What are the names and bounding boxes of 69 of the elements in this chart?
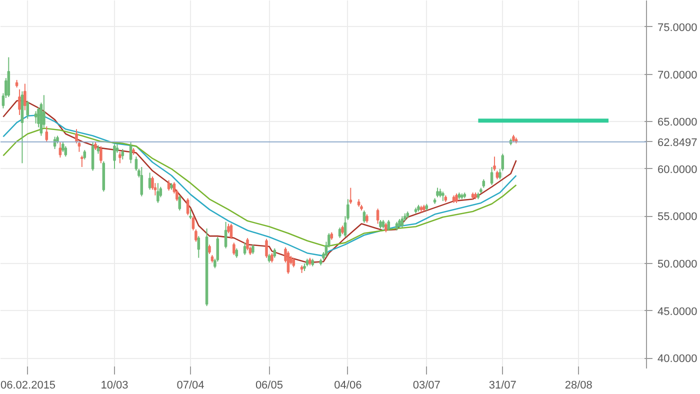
candlestick (197, 236, 200, 258)
candlestick (387, 219, 390, 231)
candlestick (186, 198, 190, 216)
x-tick-label: 06/05 (255, 380, 283, 392)
candlestick (113, 144, 116, 170)
candlestick (7, 56, 10, 98)
candlestick (34, 110, 38, 124)
candlestick (338, 227, 342, 238)
candlestick (140, 166, 144, 197)
candlestick (189, 208, 192, 220)
candlestick (118, 151, 122, 164)
candlestick (493, 156, 496, 172)
y-tick-label: 55.0000 (658, 211, 698, 224)
candlestick (270, 252, 274, 264)
candlestick (194, 228, 198, 242)
candlestick (62, 140, 64, 152)
candlestick (148, 172, 152, 190)
x-tick-label: 28/08 (564, 380, 592, 392)
candlestick (235, 248, 238, 258)
x-tick-label: 31/07 (488, 380, 516, 392)
y-tick-label: 40.0000 (658, 353, 698, 366)
candlestick (178, 194, 182, 212)
y-tick-label: 60.0000 (658, 164, 698, 176)
candlestick (265, 238, 268, 258)
candlestick (45, 126, 48, 142)
candlestick (243, 242, 246, 256)
candlestick (24, 83, 26, 111)
candlestick (376, 208, 380, 224)
candlestick (18, 88, 21, 116)
candlestick (384, 222, 388, 233)
candlestick (286, 250, 290, 274)
candlestick (156, 182, 160, 204)
candlestick (167, 180, 170, 192)
candlestick (362, 210, 366, 224)
x-tick-label: 06.02.2015 (0, 380, 56, 392)
candlestick (442, 191, 444, 202)
y-tick-label: 45.0000 (658, 306, 698, 318)
candlestick (252, 244, 254, 255)
candlestick (80, 155, 84, 168)
candlestick (490, 166, 494, 186)
y-tick-label: 65.0000 (658, 116, 698, 129)
candlestick (230, 223, 233, 240)
candlestick (129, 142, 132, 164)
candlestick (26, 100, 30, 120)
candlestick (64, 146, 68, 158)
candlestick (292, 257, 296, 268)
candlestick (232, 242, 236, 256)
y-tick-label: 50.0000 (658, 258, 698, 270)
x-tick-label: 10/03 (100, 380, 128, 392)
x-tick-label: 04/06 (334, 380, 362, 392)
candlestick (100, 146, 102, 164)
candlestick (246, 237, 249, 251)
candlestick (349, 187, 352, 204)
candlestick (436, 187, 439, 198)
ref-line-label: 62.8497 (658, 136, 698, 149)
candlestick (91, 142, 94, 172)
y-tick-label: 75.0000 (658, 22, 698, 34)
candlestick (224, 221, 228, 249)
candlestick (400, 216, 404, 228)
candlestick (455, 192, 458, 204)
candlestick (121, 148, 124, 160)
candlestick (83, 149, 86, 160)
y-tick-label: 70.0000 (658, 69, 698, 82)
candlestick (192, 216, 195, 231)
candlestick (273, 248, 276, 258)
candlestick (208, 244, 211, 255)
candlestick (58, 142, 62, 158)
x-tick-label: 03/07 (412, 380, 440, 392)
x-tick-label: 07/04 (176, 380, 204, 392)
